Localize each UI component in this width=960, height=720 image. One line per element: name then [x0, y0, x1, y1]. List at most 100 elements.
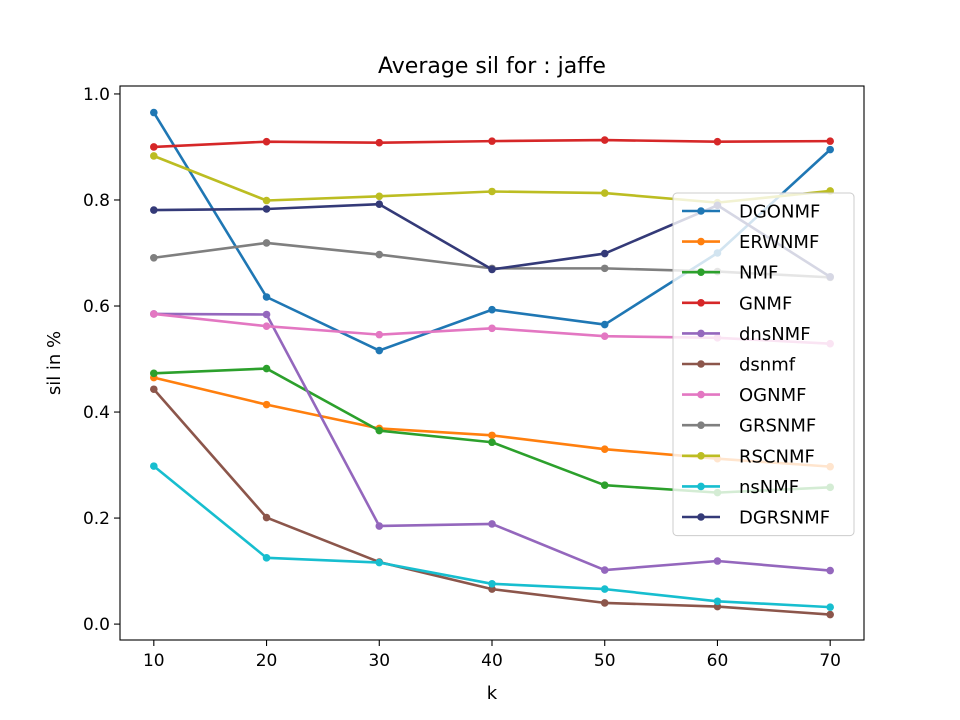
data-point [488, 265, 496, 274]
data-point [262, 310, 271, 319]
data-point [600, 585, 609, 593]
legend-swatch-marker [697, 207, 705, 215]
y-tick-label: 0.2 [83, 509, 110, 529]
legend-item-GRSNMF: GRSNMF [682, 416, 816, 437]
data-point [375, 330, 384, 339]
legend-label: RSCNMF [739, 446, 815, 467]
data-point [488, 580, 496, 588]
data-point [150, 206, 158, 214]
data-point [150, 385, 158, 394]
data-point [262, 513, 271, 522]
data-point [375, 558, 384, 567]
data-point [488, 324, 496, 333]
data-point [600, 599, 609, 607]
data-point [488, 137, 496, 145]
legend-item-dnsNMF: dnsNMF [682, 324, 811, 345]
data-point [150, 253, 158, 262]
x-tick-label: 20 [256, 651, 278, 671]
data-point [713, 597, 722, 606]
legend-item-OGNMF: OGNMF [682, 385, 806, 406]
legend-swatch-marker [697, 482, 705, 491]
legend-label: OGNMF [739, 385, 806, 406]
data-point [826, 145, 834, 154]
data-point [375, 192, 384, 201]
data-point [826, 610, 834, 619]
data-point [150, 369, 158, 378]
data-point [262, 239, 271, 247]
data-point [375, 346, 384, 355]
data-point [262, 554, 271, 562]
legend-label: dsnmf [739, 355, 796, 376]
legend-swatch-marker [697, 421, 705, 430]
data-point [488, 305, 496, 314]
legend-swatch-marker [697, 237, 705, 246]
x-tick-label: 70 [819, 651, 841, 671]
y-tick-label: 0.8 [83, 191, 110, 211]
data-point [600, 320, 609, 329]
x-axis-label: k [487, 683, 498, 704]
data-point [262, 205, 271, 213]
data-point [600, 566, 609, 574]
data-point [262, 364, 271, 373]
data-point [375, 250, 384, 259]
data-point [488, 187, 496, 196]
legend-label: dnsNMF [739, 324, 811, 345]
x-tick-label: 40 [481, 651, 503, 671]
data-point [600, 264, 609, 273]
data-point [375, 522, 384, 530]
data-point [150, 152, 158, 160]
y-tick-label: 0.6 [83, 297, 110, 317]
legend-frame [672, 192, 855, 537]
data-point [826, 566, 834, 575]
x-tick-label: 60 [707, 651, 729, 671]
data-point [713, 137, 722, 146]
data-point [826, 603, 834, 611]
series-nsNMF [150, 462, 834, 611]
y-tick-label: 0.0 [83, 615, 110, 635]
chart-title: Average sil for : jaffe [378, 54, 606, 79]
data-point [150, 143, 158, 151]
y-tick-label: 1.0 [83, 85, 110, 105]
legend-label: DGRSNMF [739, 508, 830, 529]
data-point [150, 310, 158, 318]
data-point [262, 322, 271, 330]
data-point [600, 189, 609, 197]
legend-item-DGONMF: DGONMF [682, 202, 820, 223]
legend-item-DGRSNMF: DGRSNMF [682, 508, 830, 529]
legend-item-ERWNMF: ERWNMF [682, 232, 819, 253]
data-point [262, 196, 271, 205]
legend-swatch-marker [697, 299, 705, 307]
data-point [600, 481, 609, 489]
data-point [826, 137, 834, 145]
data-point [600, 445, 609, 453]
data-point [713, 557, 722, 565]
legend-swatch-marker [697, 390, 705, 399]
legend: DGONMF ERWNMF NMF GNMF dnsNMF dsnmf OGNMF GRSNM… [672, 192, 855, 537]
data-point [150, 108, 158, 117]
legend-swatch-marker [697, 513, 705, 521]
legend-label: GNMF [739, 293, 792, 314]
series-GNMF [150, 136, 834, 151]
x-tick-label: 10 [143, 651, 165, 671]
series-dnsNMF [150, 310, 834, 575]
data-point [375, 200, 384, 209]
data-point [713, 602, 722, 611]
data-point [262, 137, 271, 146]
legend-swatch-marker [697, 452, 705, 460]
data-point [600, 332, 609, 341]
y-axis-ticks: 0.0 0.2 0.4 0.6 0.8 1.0 [83, 85, 120, 635]
x-axis-ticks: 10 20 30 40 50 60 70 [143, 640, 841, 671]
legend-swatch-marker [697, 360, 705, 368]
legend-label: ERWNMF [739, 232, 819, 253]
legend-item-GNMF: GNMF [682, 293, 792, 314]
y-axis-label: sil in % [44, 331, 65, 395]
data-point [375, 138, 384, 147]
legend-swatch-marker [697, 329, 705, 338]
data-point [262, 293, 271, 301]
data-point [488, 520, 496, 528]
data-point [262, 400, 271, 409]
data-point [600, 136, 609, 144]
legend-label: DGONMF [739, 202, 820, 223]
data-point [488, 438, 496, 447]
